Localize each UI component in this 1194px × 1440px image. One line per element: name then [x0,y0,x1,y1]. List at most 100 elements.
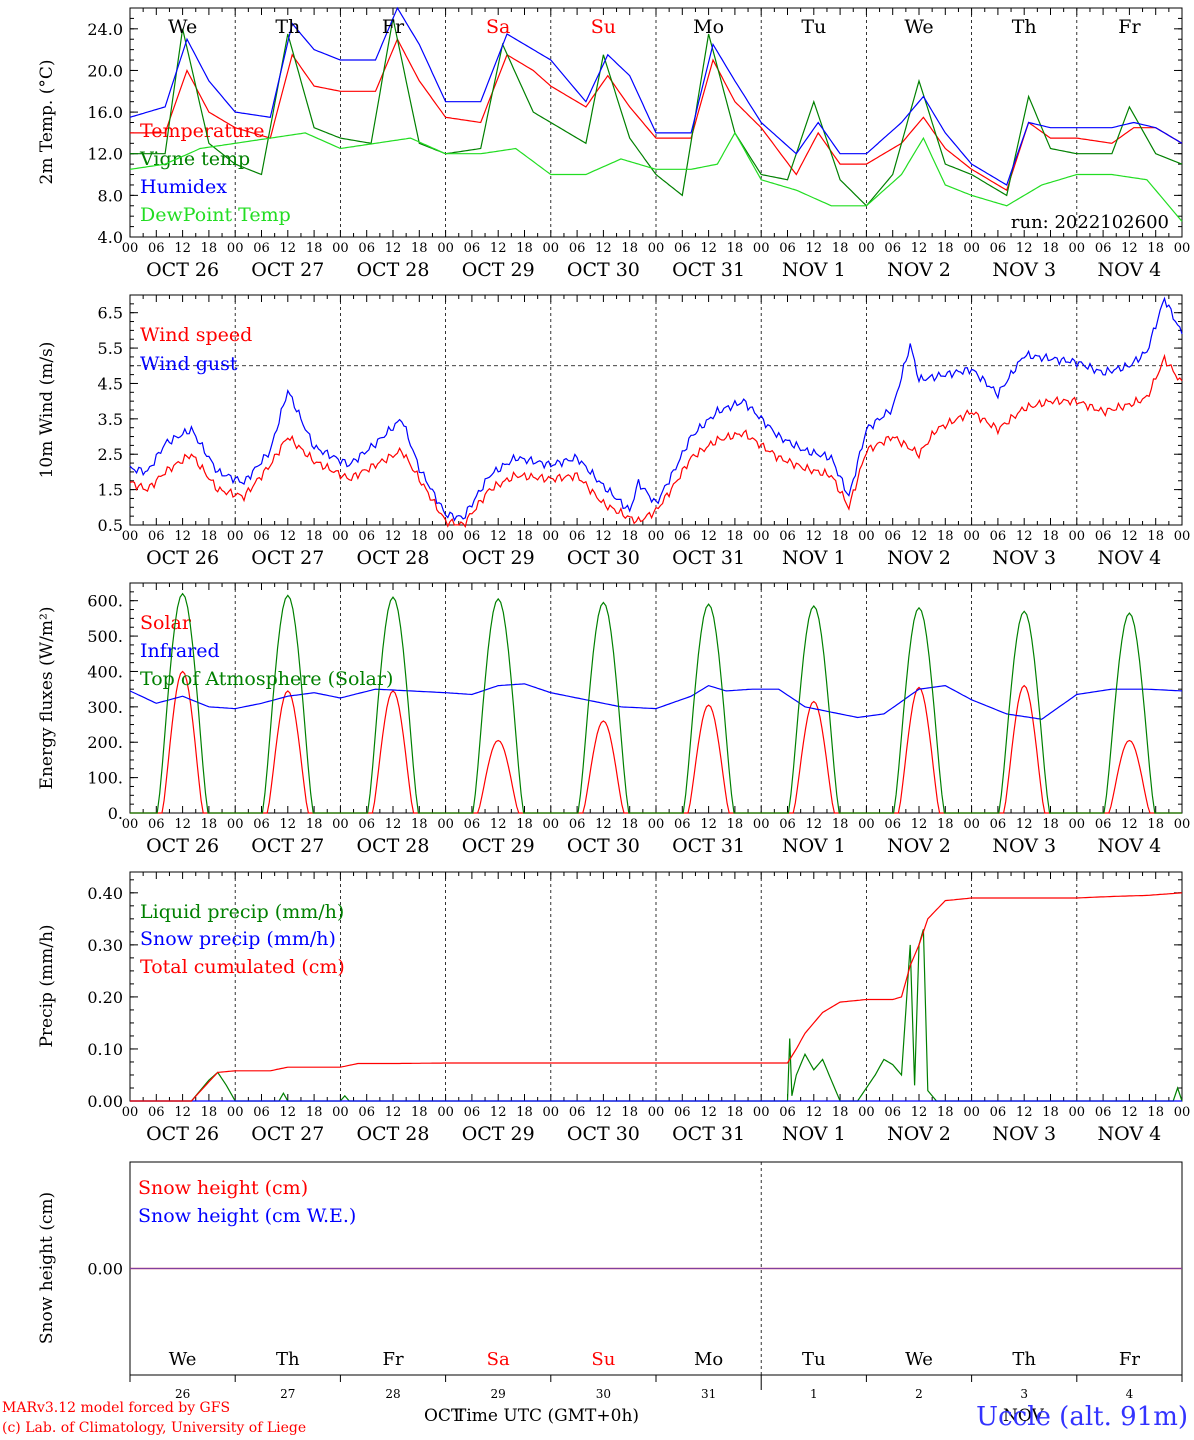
hour-tick-label: 18 [937,1105,954,1120]
hour-tick-label: 00 [1174,1105,1191,1120]
y-tick-label: 16.0 [87,103,123,122]
hour-tick-label: 00 [753,1105,770,1120]
hour-tick-label: 06 [569,529,586,544]
hour-tick-label: 06 [779,529,796,544]
hour-tick-label: 12 [911,241,928,256]
day-number-label: 29 [491,1387,506,1401]
date-label: OCT 26 [146,1123,219,1145]
series-line-flux-1 [129,683,1183,720]
hour-tick-label: 06 [674,817,691,832]
hour-tick-label: 18 [1147,529,1164,544]
y-tick-label: 4.5 [98,374,123,393]
hour-tick-label: 06 [1095,529,1112,544]
hour-tick-label: 06 [569,817,586,832]
date-label: OCT 28 [356,1123,429,1145]
hour-tick-label: 00 [227,529,244,544]
hour-tick-label: 18 [727,529,744,544]
hour-tick-label: 06 [464,529,481,544]
hour-tick-label: 18 [201,817,218,832]
hour-tick-label: 12 [700,241,717,256]
hour-tick-label: 12 [700,529,717,544]
hour-tick-label: 00 [963,241,980,256]
weekday-label: Su [591,16,616,38]
hour-tick-label: 18 [832,241,849,256]
hour-tick-label: 00 [437,817,454,832]
hour-tick-label: 12 [490,241,507,256]
hour-tick-label: 12 [490,529,507,544]
hour-tick-label: 00 [963,529,980,544]
hour-tick-label: 00 [332,1105,349,1120]
x-axis-title: Time UTC (GMT+0h) [455,1406,640,1426]
hour-tick-label: 18 [411,241,428,256]
date-label: NOV 3 [992,259,1056,281]
hour-tick-label: 00 [122,529,139,544]
day-number-label: 2 [915,1387,923,1401]
hour-tick-label: 06 [358,1105,375,1120]
date-label: NOV 1 [782,259,846,281]
date-label: OCT 31 [672,259,745,281]
hour-tick-label: 06 [990,817,1007,832]
hour-tick-label: 12 [806,1105,823,1120]
date-label: NOV 3 [992,1123,1056,1145]
date-label: NOV 4 [1098,547,1162,569]
hour-tick-label: 00 [858,817,875,832]
hour-tick-label: 00 [332,241,349,256]
hour-tick-label: 12 [280,1105,297,1120]
hour-tick-label: 00 [227,817,244,832]
date-label: NOV 1 [782,1123,846,1145]
panel-precip: 00 06 12 18 00 06 12 18 00 06 12 18 00 06 12 18 00 06 12 18… [37,871,1191,1145]
date-label: OCT 28 [356,547,429,569]
panel-wind: 00 06 12 18 00 06 12 18 00 06 12 18 00 06 12 18 00 06 12 18… [37,294,1190,569]
hour-tick-label: 06 [1095,1105,1112,1120]
hour-tick-label: 00 [858,529,875,544]
y-tick-label: 0.10 [87,1040,123,1059]
weekday-label: We [904,16,933,38]
hour-tick-label: 12 [174,1105,191,1120]
hour-tick-label: 00 [543,1105,560,1120]
hour-tick-label: 18 [306,241,323,256]
series-line-temp-3 [129,131,1183,222]
hour-tick-label: 06 [253,241,270,256]
hour-tick-label: 18 [832,817,849,832]
date-label: NOV 3 [992,547,1056,569]
hour-tick-label: 12 [280,241,297,256]
hour-tick-label: 12 [1016,241,1033,256]
y-tick-label: 300. [87,698,123,717]
day-number-label: 3 [1020,1387,1028,1401]
y-tick-label: 500. [87,627,123,646]
hour-tick-label: 18 [411,1105,428,1120]
panel-snow: 0.00 Snow height (cm) Snow height (cm) Snow… [37,1161,1183,1401]
y-tick-label: 600. [87,592,123,611]
hour-tick-label: 18 [621,529,638,544]
hour-tick-label: 12 [280,817,297,832]
hour-tick-label: 00 [543,529,560,544]
hour-tick-label: 12 [385,1105,402,1120]
y-tick-label: 0.00 [87,1092,123,1111]
legend-entry: Snow height (cm) [138,1177,308,1199]
hour-tick-label: 06 [358,241,375,256]
date-label: OCT 30 [567,259,640,281]
hour-tick-label: 18 [937,529,954,544]
weekday-label: We [905,1349,933,1370]
hour-tick-label: 00 [1069,241,1086,256]
hour-tick-label: 18 [516,1105,533,1120]
hour-tick-label: 00 [1069,1105,1086,1120]
y-axis-label: 2m Temp. (°C) [37,59,57,184]
y-tick-label: 0.20 [87,988,123,1007]
hour-tick-label: 12 [595,817,612,832]
date-label: OCT 30 [567,1123,640,1145]
y-tick-label: 200. [87,733,123,752]
legend-entry: Temperature [140,120,264,142]
station-label: Uccle (alt. 91m) [976,1402,1188,1432]
hour-tick-label: 06 [884,529,901,544]
hour-tick-label: 06 [464,241,481,256]
hour-tick-label: 06 [1095,241,1112,256]
hour-tick-label: 06 [779,1105,796,1120]
legend-entry: Solar [140,612,192,634]
date-label: NOV 2 [887,259,951,281]
hour-tick-label: 06 [990,241,1007,256]
y-tick-label: 2.5 [98,445,123,464]
date-label: OCT 31 [672,1123,745,1145]
date-label: OCT 29 [462,259,535,281]
hour-tick-label: 18 [411,817,428,832]
